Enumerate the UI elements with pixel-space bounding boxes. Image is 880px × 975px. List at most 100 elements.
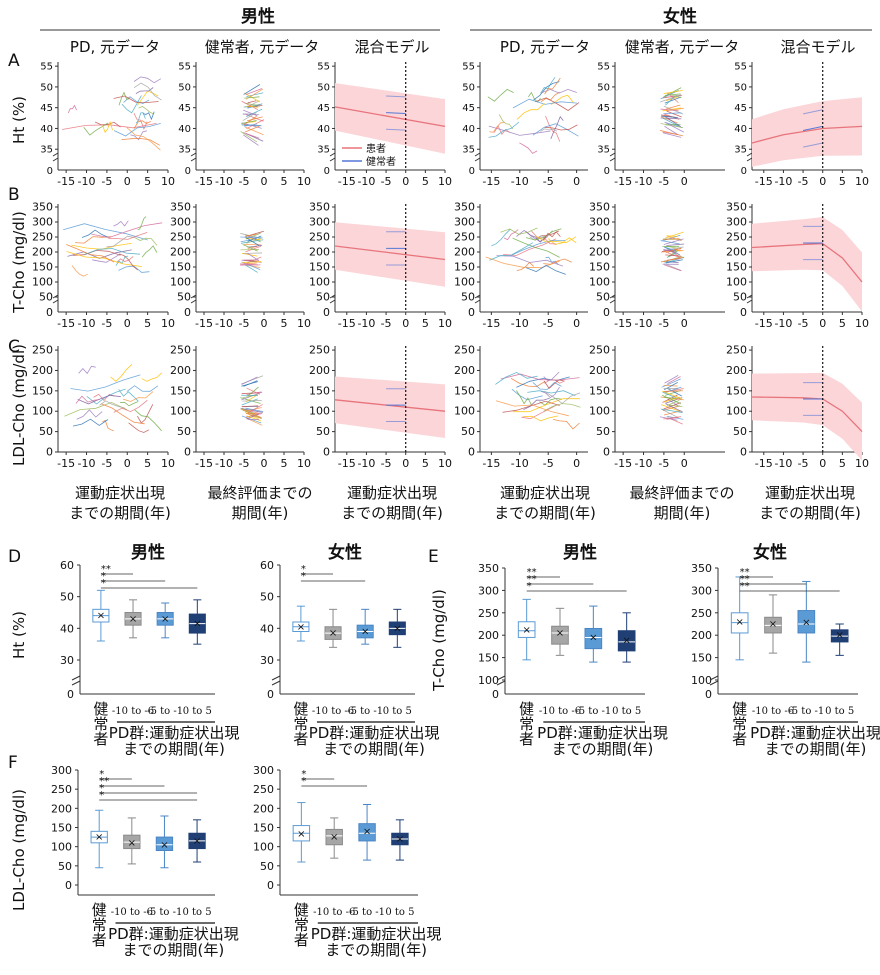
panel-B-hc_f-subject-line [665, 254, 682, 257]
box-F_male-group-tick: 0 to 5 [182, 907, 211, 918]
panel-A-pd_f-subject-line [487, 88, 514, 102]
panel-B-pd_m-subject-line [91, 222, 163, 239]
box-F_male-ytick-label: 100 [51, 841, 72, 854]
panel-A-mx_m-xtick-label: 0 [402, 175, 409, 188]
panel-A-mx_m-ytick-label: 35 [317, 145, 330, 156]
panel-C-hc_m-ytick-label: 250 [170, 344, 191, 357]
panel-C-mx_m-xtick-label: -5 [381, 457, 392, 470]
col-title-pd-male: PD, 元データ [70, 38, 160, 56]
panel-A-hc_f-xtick-label: -15 [614, 175, 632, 188]
panel-B-hc_f-ytick-label: 350 [589, 201, 610, 214]
col-title-hc-female: 健常者, 元データ [625, 38, 740, 56]
panel-B-hc_f-subject-line [666, 243, 685, 246]
box-ylabel-e: T-Cho (mg/dl) [430, 589, 448, 692]
panel-C-pd_m-subject-line [100, 403, 145, 425]
panel-C-mx_f-ytick-label: 150 [726, 384, 747, 397]
panel-B-pd_m-subject-line [108, 232, 148, 240]
panel-B-hc_f-ytick-label: 150 [589, 261, 610, 274]
panel-B-pd_m-ytick-label: 350 [32, 201, 53, 214]
panel-B-mx_f-xtick-label: 10 [855, 317, 869, 330]
panel-A-hc_m-ytick-label: 50 [178, 82, 191, 93]
panel-A-pd_m-subject-line [135, 112, 146, 124]
panel-C-mx_m-xtick-label: -10 [357, 457, 375, 470]
col-title-pd-female: PD, 元データ [500, 38, 590, 56]
panel-C-pd_f-subject-line [543, 379, 564, 390]
panel-C-pd_m-subject-line [76, 409, 103, 420]
panel-C-hc_m-xtick-label: 0 [261, 457, 268, 470]
panel-B-hc_f-subject-line [665, 247, 682, 254]
panel-A-pd_f-ytick-label: 35 [462, 145, 475, 156]
panel-A-pd_m-ytick-label: 55 [40, 62, 53, 73]
panel-B-pd_f-xtick-label: -10 [511, 317, 529, 330]
panel-C-pd_f-ytick-label: 50 [461, 425, 475, 438]
panel-C-mx_f-xtick-label: 5 [839, 457, 846, 470]
box-D_female-sig-label: * [301, 571, 306, 582]
panel-C-hc_f-subject-line [667, 376, 681, 384]
box-F_female-pd-caption-1: PD群:運動症状出現 [311, 925, 442, 943]
box-D_male-group-tick: 0 to 5 [183, 706, 212, 717]
panel-B-pd_f-ytick-label: 50 [461, 291, 475, 304]
panel-C-pd_f-xtick-label: -15 [482, 457, 500, 470]
panel-A-hc_m-subject-line [243, 134, 259, 146]
panel-A-pd_f-ytick-zero: 0 [469, 166, 475, 177]
xtitle-mixed-female-2: までの期間(年) [759, 504, 861, 522]
panel-B-hc_m-subject-line [244, 233, 257, 237]
panel-B-pd_m-xtick-label: -5 [101, 317, 112, 330]
box-D_male-mean-marker: × [193, 619, 201, 630]
box-E_male-pd-caption-2: までの期間(年) [552, 740, 654, 758]
panel-A-hc_m-subject-line [240, 131, 258, 143]
xtitle-mixed-female-1: 運動症状出現 [765, 484, 855, 502]
panel-C-hc_f-subject-line [662, 391, 682, 401]
box-ylabel-f: LDL-Cho (mg/dl) [10, 789, 28, 911]
box-D_male-ytick-label: 60 [60, 559, 74, 572]
panel-A-mx_m-healthy-line [386, 128, 406, 131]
panel-B-hc_f-subject-line [664, 257, 685, 264]
panel-A-pd_m-subject-line [94, 121, 121, 128]
panel-A-pd_m-ytick-zero: 0 [47, 166, 53, 177]
panel-B-mx_f-ytick-label: 350 [726, 201, 747, 214]
panel-B-hc_m-ytick-label: 300 [170, 216, 191, 229]
box-F_female-healthy-char: 健 [294, 901, 309, 919]
panel-C-pd_m-subject-line [75, 395, 101, 404]
panel-A-hc_f-subject-line [663, 90, 683, 94]
panel-B-pd_f-subject-line [489, 242, 534, 261]
box-E_male-ytick-label: 150 [478, 652, 499, 665]
panel-B-mx_f-ytick-label: 200 [726, 246, 747, 259]
panel-letter-f: F [8, 753, 18, 773]
box-E_female-pd-caption-2: までの期間(年) [765, 740, 867, 758]
panel-C-pd_m-ytick-label: 200 [32, 364, 53, 377]
panel-C-hc_m-ytick-label: 0 [184, 446, 191, 459]
panel-A-pd_f-ytick-label: 45 [462, 103, 475, 114]
panel-B-pd_f-ytick-label: 300 [454, 216, 475, 229]
box-E_male-ytick-label: 200 [478, 629, 499, 642]
panel-B-pd_f-subject-line [526, 264, 566, 275]
box-F_female-mean-marker: × [363, 826, 371, 837]
panel-A-mx_f-patient-line [751, 125, 863, 144]
panel-B-hc_f-subject-line [664, 264, 682, 272]
panel-C-pd_m-xtick-label: 10 [161, 457, 175, 470]
ylabel-row-c: LDL-Cho (mg/dl) [10, 344, 28, 466]
panel-C-hc_f-ytick-label: 100 [589, 405, 610, 418]
box-E_female-group-tick: -10 to -6 [752, 706, 794, 717]
panel-B-pd_f-subject-line [503, 229, 519, 241]
panel-B-hc_f-subject-line [667, 250, 678, 258]
box-E_male-ytick-label: 350 [478, 562, 499, 575]
panel-B-mx_m-xtick-label: 10 [438, 317, 452, 330]
panel-A-pd_m-subject-line [113, 123, 161, 137]
panel-A-pd_m-xtick-label: 5 [144, 175, 151, 188]
box-E_male-mean-marker: × [622, 636, 630, 647]
panel-C-mx_f-xtick-label: -10 [774, 457, 792, 470]
xtitle-hc-male-2: 期間(年) [232, 504, 289, 522]
panel-A-hc_m-subject-line [242, 112, 257, 121]
box-F_female-ytick-label: 200 [253, 802, 274, 815]
box-D_male-ytick-label: 40 [60, 622, 74, 635]
panel-A-pd_f-subject-line [544, 124, 578, 131]
panel-C-hc_m-subject-line [241, 405, 259, 408]
panel-B-pd_m-subject-line [75, 236, 112, 244]
panel-A-pd_f-subject-line [512, 98, 578, 109]
